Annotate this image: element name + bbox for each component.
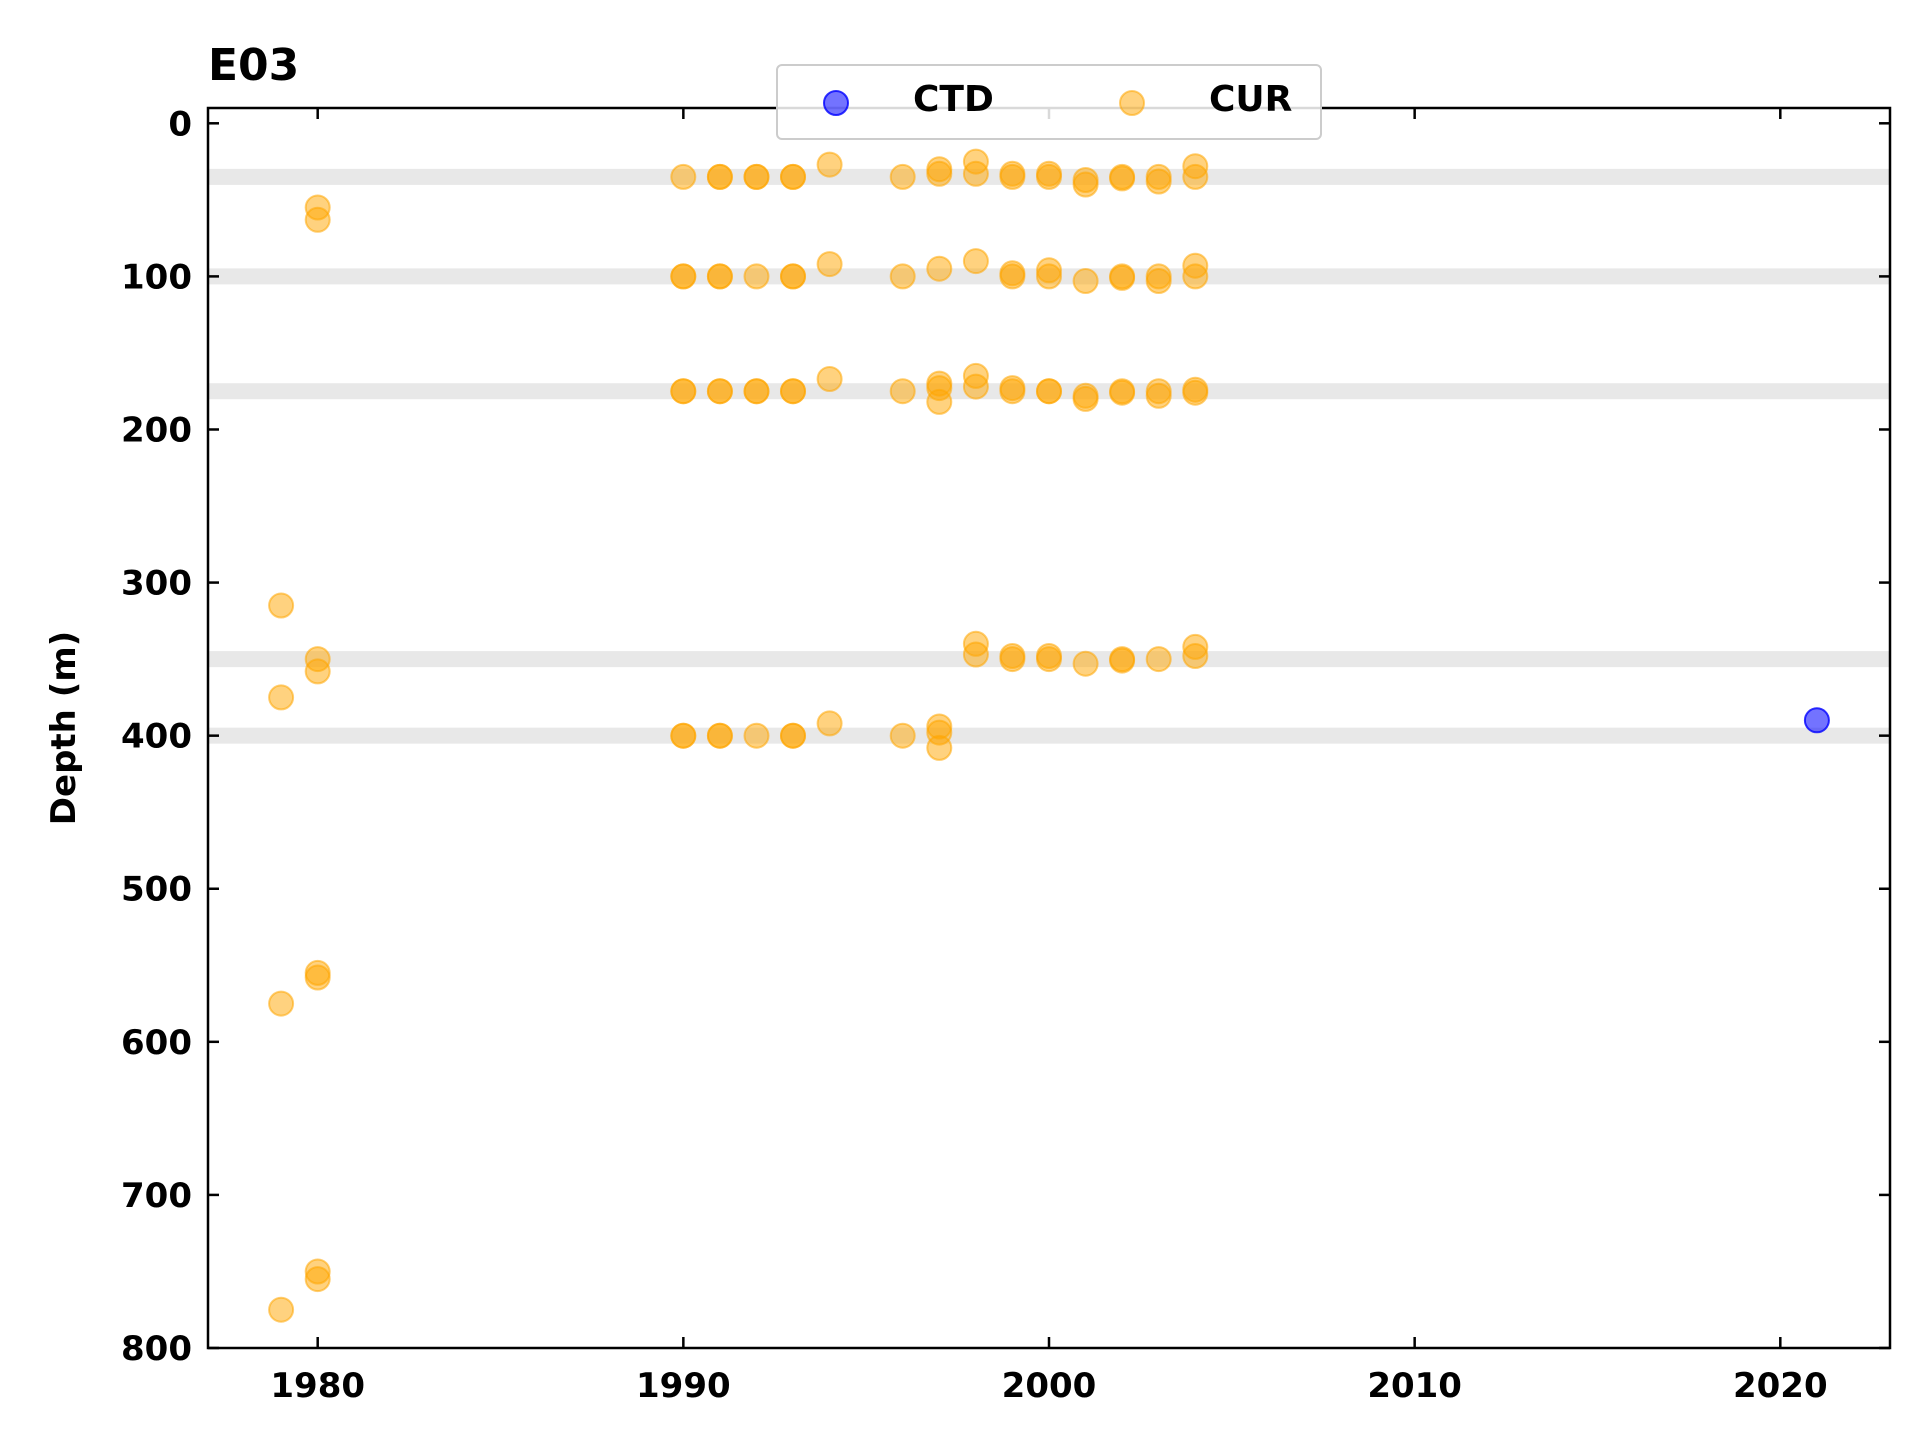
data-point-cur (706, 263, 733, 290)
data-point-cur (1109, 647, 1136, 674)
data-point-cur (926, 388, 953, 415)
data-point-cur (268, 684, 295, 711)
x-tick-label: 2000 (1002, 1366, 1097, 1406)
y-tick-labels: 0 100 200 300 400 500 600 700 800 (121, 104, 192, 1369)
data-point-cur (1182, 643, 1209, 669)
data-point-cur (670, 378, 697, 405)
data-point-cur (962, 373, 989, 400)
legend-label-ctd: CTD (913, 79, 994, 120)
data-point-cur (1072, 171, 1099, 198)
data-point-cur (962, 641, 989, 668)
data-point-cur (670, 163, 697, 190)
x-tick-label: 1990 (636, 1366, 731, 1406)
data-point-ctd (1803, 707, 1830, 734)
data-point-cur (706, 722, 733, 749)
data-point-cur (268, 592, 295, 619)
data-point-cur (889, 163, 916, 190)
x-tick-label: 2020 (1733, 1366, 1828, 1406)
data-point-cur (304, 1266, 331, 1293)
data-point-cur (1182, 163, 1209, 190)
data-point-cur (304, 658, 331, 685)
data-point-cur (706, 163, 733, 190)
data-point-cur (816, 710, 843, 737)
data-point-cur (816, 251, 843, 278)
data-point-cur (706, 378, 733, 405)
y-tick-label: 100 (121, 257, 192, 297)
data-point-cur (1145, 646, 1172, 673)
data-point-cur (1036, 163, 1062, 190)
y-tick-label: 400 (121, 717, 192, 757)
x-tick-labels: 1980 1990 2000 2010 2020 (270, 1366, 1827, 1406)
x-tick-label: 2010 (1367, 1366, 1462, 1406)
chart-title: E03 (208, 40, 299, 91)
data-point-cur (889, 378, 916, 405)
data-point-cur (780, 263, 806, 290)
data-point-cur (1036, 646, 1062, 673)
data-point-cur (304, 206, 331, 233)
data-point-cur (1109, 165, 1136, 192)
data-point-cur (743, 263, 770, 290)
y-tick-label: 800 (121, 1329, 192, 1369)
data-point-cur (670, 722, 697, 749)
data-points (268, 148, 1830, 1323)
data-point-cur (743, 378, 770, 405)
y-tick-label: 200 (121, 410, 192, 450)
data-point-cur (999, 163, 1026, 190)
x-tick-label: 1980 (270, 1366, 365, 1406)
legend-label-cur: CUR (1209, 79, 1292, 120)
y-tick-label: 500 (121, 870, 192, 910)
data-point-cur (816, 366, 843, 392)
data-point-cur (926, 255, 953, 282)
y-tick-label: 700 (121, 1176, 192, 1216)
data-point-cur (962, 160, 989, 187)
y-tick-label: 600 (121, 1023, 192, 1063)
data-point-cur (1145, 382, 1172, 409)
data-point-cur (1072, 268, 1099, 294)
data-point-cur (1072, 650, 1099, 677)
data-point-cur (743, 722, 770, 749)
reference-band (208, 727, 1890, 744)
y-tick-label: 0 (168, 104, 192, 144)
legend-marker-ctd (823, 90, 849, 116)
data-point-cur (780, 378, 806, 405)
data-point-cur (1182, 263, 1209, 290)
axis-ticks (208, 108, 1890, 1350)
data-point-cur (889, 722, 916, 749)
data-point-cur (268, 1296, 295, 1323)
data-point-cur (926, 160, 953, 187)
data-point-cur (999, 263, 1026, 290)
data-point-cur (268, 990, 295, 1017)
data-point-cur (889, 263, 916, 290)
data-point-cur (1109, 379, 1136, 406)
legend-box (776, 64, 1322, 140)
data-point-cur (1182, 379, 1209, 406)
data-point-cur (304, 964, 331, 991)
data-point-cur (743, 163, 770, 190)
legend-marker-cur (1119, 90, 1145, 116)
data-point-cur (1145, 168, 1172, 195)
data-point-cur (816, 151, 843, 178)
y-axis-label: Depth (m) (44, 631, 84, 825)
data-point-cur (1036, 263, 1062, 290)
data-point-cur (962, 248, 989, 275)
legend: CTD CUR (776, 64, 1322, 140)
data-point-cur (1072, 385, 1099, 412)
data-point-cur (1036, 378, 1062, 405)
data-point-cur (999, 646, 1026, 673)
data-point-cur (1145, 268, 1172, 294)
data-point-cur (780, 722, 806, 749)
data-point-cur (780, 163, 806, 190)
data-point-cur (926, 734, 953, 761)
y-tick-label: 300 (121, 564, 192, 604)
data-point-cur (1109, 264, 1136, 291)
data-point-cur (999, 378, 1026, 405)
data-point-cur (670, 263, 697, 290)
